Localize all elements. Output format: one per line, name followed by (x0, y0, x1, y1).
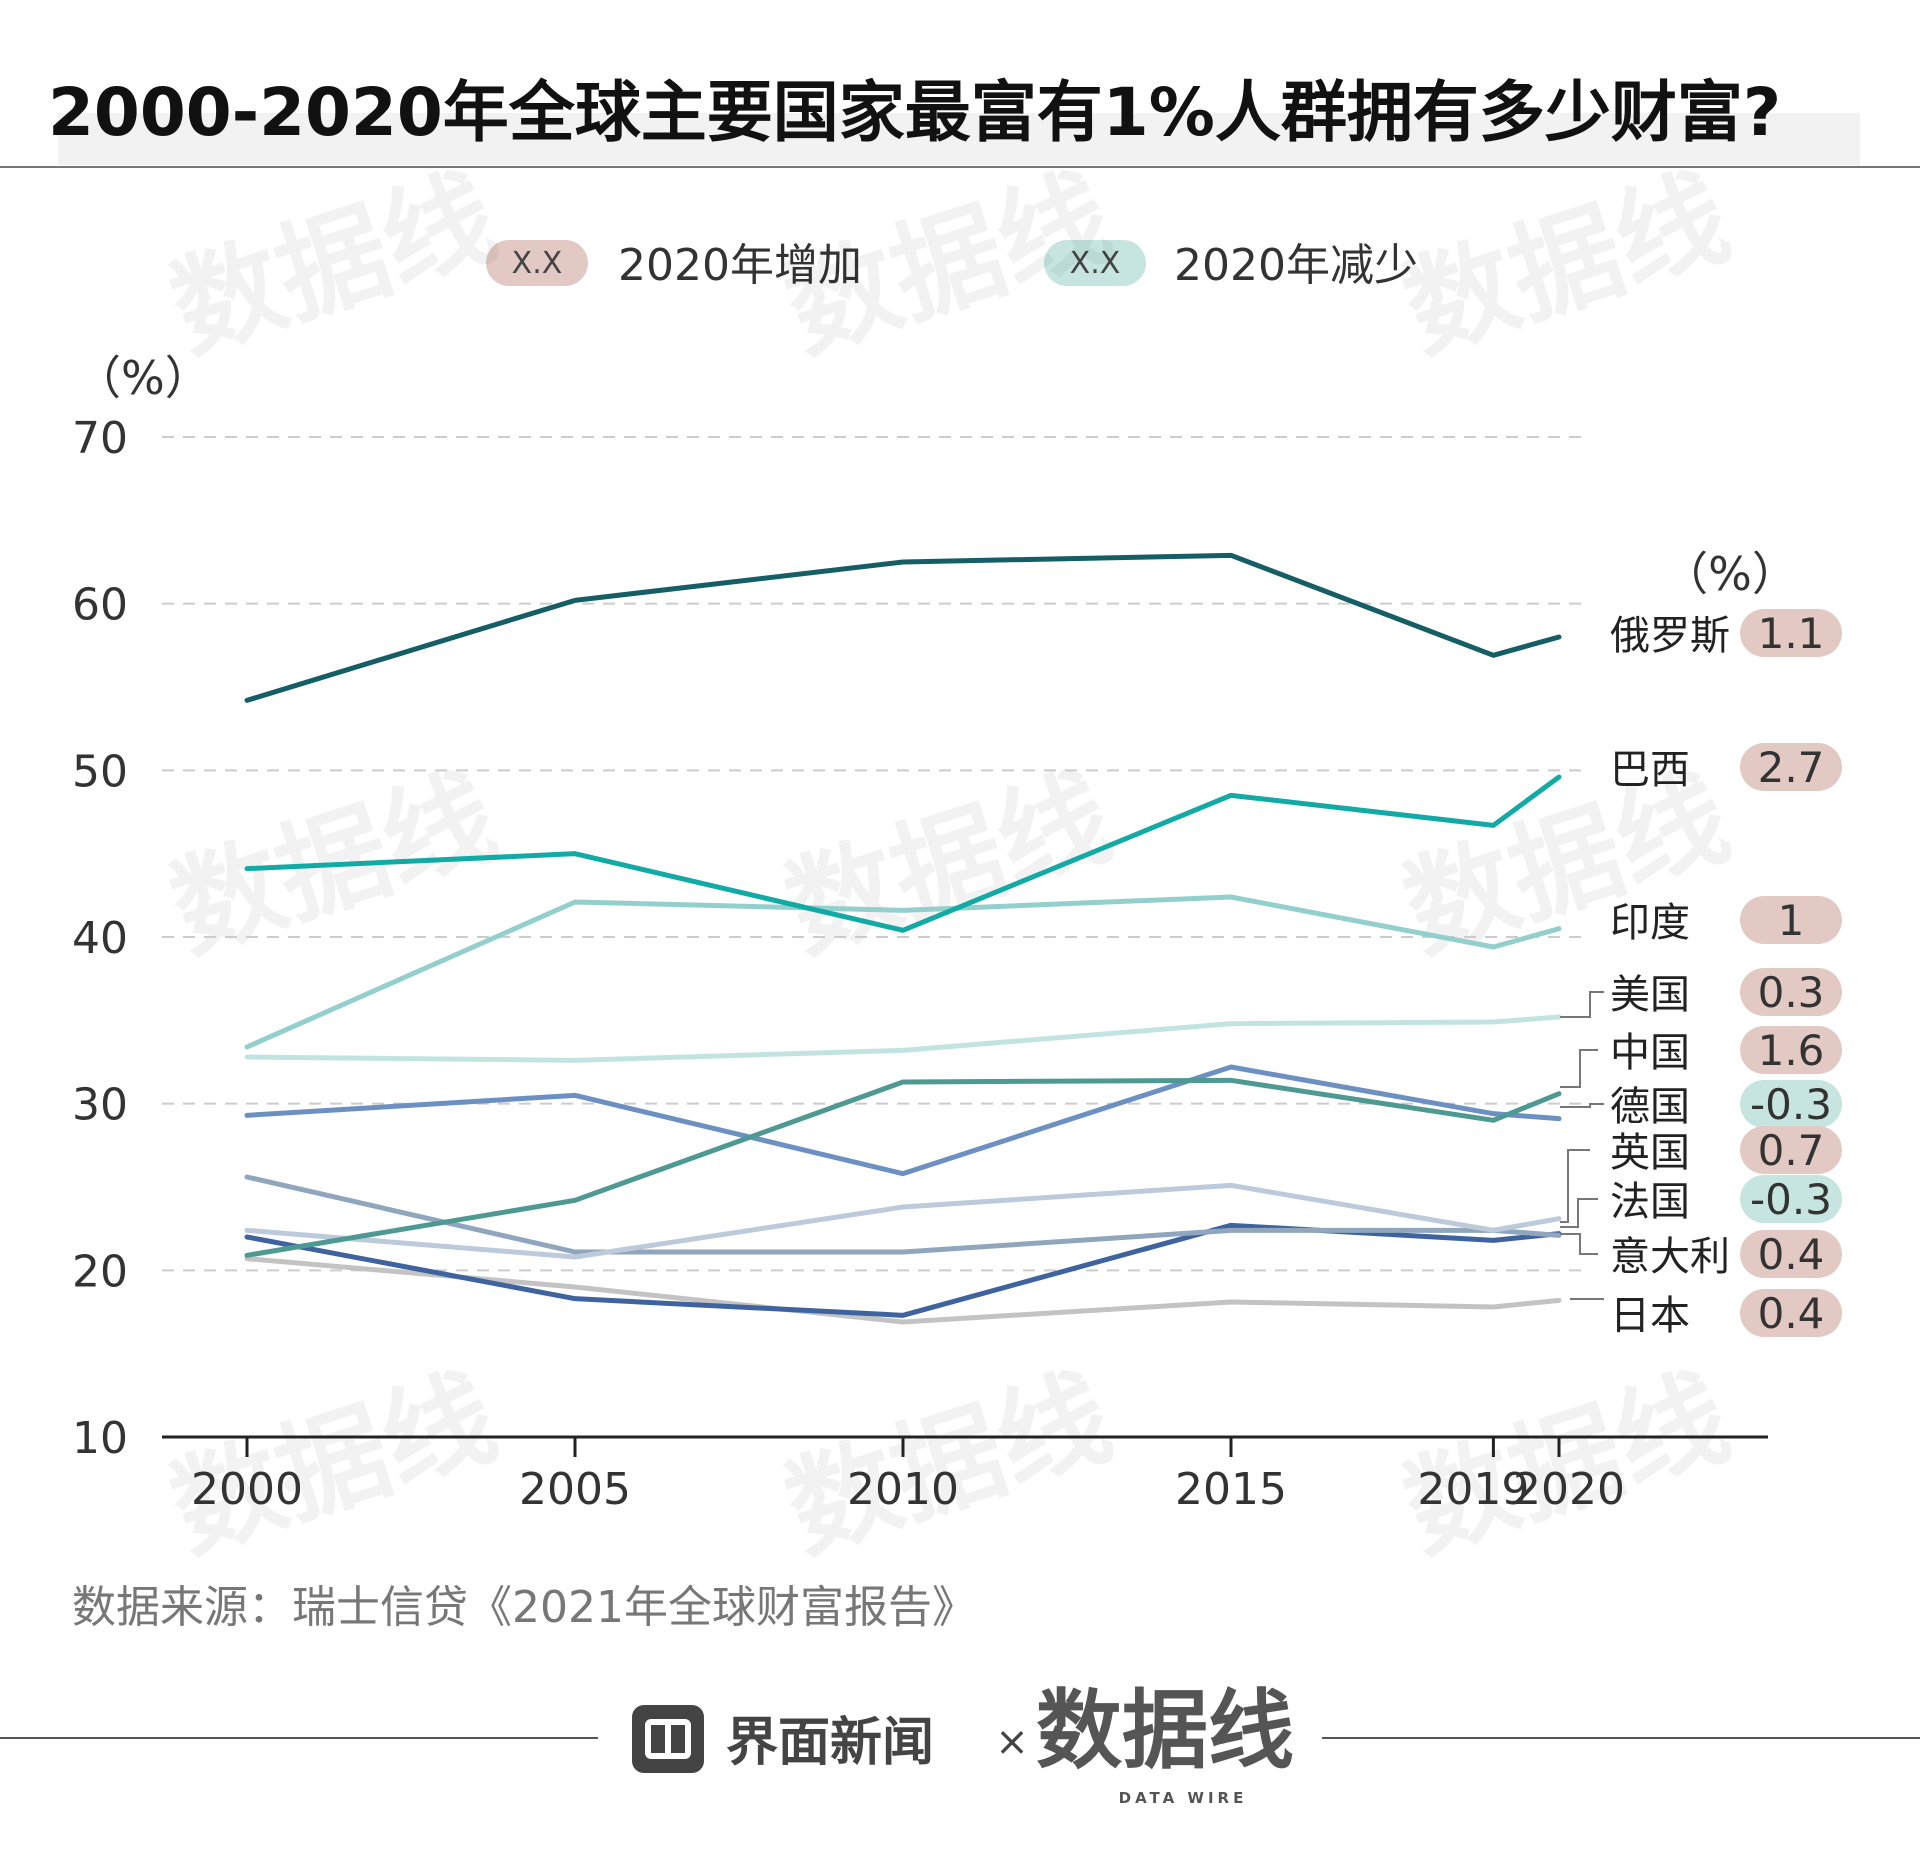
series-label: 日本 (1610, 1293, 1690, 1339)
watermark-logo: 数据线 (772, 152, 1125, 376)
x-tick-label: 2000 (191, 1464, 303, 1515)
y-tick-label: 20 (72, 1246, 128, 1297)
page-title: 2000-2020年全球主要国家最富有1%人群拥有多少财富? (48, 74, 1781, 151)
series-end-labels: 俄罗斯 1.1 巴西 2.7 印度 1 美国 0.3 中国 1.6 德国 -0.3 英国 0.7 法国 -0.… (1560, 609, 1842, 1339)
footer-brand-left: 界面新闻 (726, 1713, 934, 1773)
label-connector (1560, 1049, 1598, 1088)
change-badge (1740, 1080, 1842, 1128)
footer-brand-right-sub: DATA WIRE (1119, 1789, 1248, 1807)
x-tick-label: 2019 (1417, 1464, 1529, 1515)
y-tick-label: 30 (72, 1080, 128, 1131)
change-badge-value: -0.3 (1750, 1175, 1832, 1224)
series-line-俄罗斯 (244, 552, 1562, 703)
series-lines (244, 552, 1562, 1325)
series-line-法国 (244, 1174, 1562, 1255)
watermark-logo: 数据线 (157, 152, 510, 376)
jiemian-logo-icon (632, 1705, 704, 1773)
change-badge-value: 0.4 (1758, 1230, 1825, 1279)
change-badge-value: -0.3 (1750, 1080, 1832, 1129)
watermark-logo: 数据线 (1390, 152, 1743, 376)
change-unit-label: （%） (1662, 547, 1798, 601)
y-axis-unit-label: （%） (75, 351, 211, 405)
series-label: 意大利 (1610, 1234, 1730, 1280)
series-label: 巴西 (1610, 747, 1690, 793)
legend-increase-swatch-text: X.X (512, 246, 563, 281)
x-tick-label: 2020 (1513, 1464, 1625, 1515)
change-badge-value: 0.4 (1758, 1289, 1825, 1338)
change-badge-value: 2.7 (1758, 743, 1825, 792)
legend-increase-label: 2020年增加 (618, 240, 862, 291)
y-tick-labels: 10 20 30 40 50 60 70 (72, 413, 128, 1464)
change-badge-value: 1.6 (1758, 1026, 1825, 1075)
series-label: 印度 (1610, 900, 1690, 946)
x-tick-label: 2010 (847, 1464, 959, 1515)
footer-separator: × (995, 1719, 1029, 1765)
watermark-logo: 数据线 (772, 752, 1125, 976)
change-badge (1740, 1126, 1842, 1174)
change-badge (1740, 896, 1842, 944)
change-badge (1740, 1289, 1842, 1337)
change-badge (1740, 1230, 1842, 1278)
series-line-日本 (244, 1256, 1562, 1325)
change-badge-value: 1 (1778, 896, 1805, 945)
x-tick-label: 2005 (519, 1464, 631, 1515)
series-line-意大利 (244, 1222, 1562, 1318)
change-badge-value: 1.1 (1758, 609, 1825, 658)
change-badge (1740, 743, 1842, 791)
y-tick-label: 50 (72, 746, 128, 797)
legend-decrease-swatch-text: X.X (1070, 246, 1121, 281)
label-connector (1560, 1233, 1598, 1255)
y-tick-label: 60 (72, 580, 128, 631)
y-tick-label: 10 (72, 1413, 128, 1464)
series-line-美国 (244, 1014, 1562, 1063)
series-label: 中国 (1610, 1030, 1690, 1076)
footer-brand-right: 数据线 (1036, 1681, 1294, 1781)
series-line-中国 (244, 1077, 1562, 1258)
change-badge (1740, 968, 1842, 1016)
legend-decrease-swatch (1044, 240, 1146, 286)
legend-decrease-label: 2020年减少 (1174, 240, 1418, 291)
label-connector (1560, 991, 1604, 1018)
series-line-英国 (244, 1182, 1562, 1260)
title-highlight (58, 113, 1860, 165)
label-connector (1560, 1149, 1590, 1223)
series-label: 法国 (1610, 1179, 1690, 1225)
label-connector (1560, 1103, 1604, 1108)
series-line-印度 (244, 894, 1562, 1050)
footer: 界面新闻 × 数据线 DATA WIRE (0, 1681, 1920, 1807)
series-label: 美国 (1610, 972, 1690, 1018)
series-label: 德国 (1610, 1084, 1690, 1130)
change-badge (1740, 609, 1842, 657)
series-label: 俄罗斯 (1610, 613, 1730, 659)
change-badge (1740, 1175, 1842, 1223)
y-tick-label: 40 (72, 913, 128, 964)
legend-increase-swatch (486, 240, 588, 286)
source-note: 数据来源：瑞士信贷《2021年全球财富报告》 (72, 1582, 976, 1633)
series-label: 英国 (1610, 1130, 1690, 1176)
label-connector (1560, 1198, 1598, 1228)
change-badge (1740, 1026, 1842, 1074)
change-badge-value: 0.7 (1758, 1126, 1825, 1175)
series-line-巴西 (244, 774, 1562, 933)
legend: X.X 2020年增加 X.X 2020年减少 (486, 240, 1418, 291)
change-badge-value: 0.3 (1758, 968, 1825, 1017)
x-tick-label: 2015 (1175, 1464, 1287, 1515)
y-tick-label: 70 (72, 413, 128, 464)
